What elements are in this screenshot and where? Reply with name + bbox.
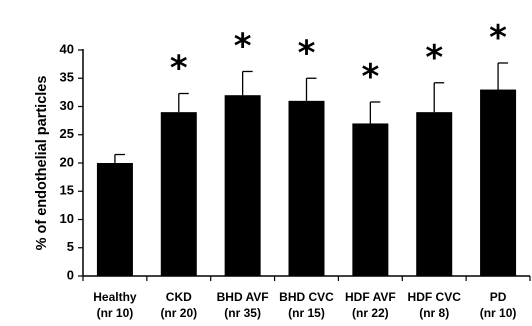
bar xyxy=(224,95,261,276)
significance-star: * xyxy=(425,38,443,78)
y-ticks: 0 5 10 15 20 25 30 35 40 xyxy=(60,41,83,282)
x-tick-label: (nr 15) xyxy=(288,306,325,320)
x-tick-label: HDF CVC xyxy=(408,290,462,304)
x-tick-label: (nr 20) xyxy=(160,306,197,320)
x-tick-label: Healthy xyxy=(93,290,137,304)
x-tick-label: (nr 10) xyxy=(480,306,517,320)
y-tick-label: 10 xyxy=(60,211,74,226)
x-tick-label: (nr 22) xyxy=(352,306,389,320)
x-tick-label: BHD CVC xyxy=(279,290,334,304)
error-bars xyxy=(114,62,509,163)
x-tick-label: HDF AVF xyxy=(345,290,396,304)
bar xyxy=(96,163,133,276)
x-tick-label: PD xyxy=(490,290,507,304)
x-tick-label: BHD AVF xyxy=(217,290,269,304)
y-tick-label: 40 xyxy=(60,41,74,56)
x-tick-label: (nr 10) xyxy=(97,306,134,320)
y-axis-label: % of endothelial particles xyxy=(34,76,50,251)
bar xyxy=(416,112,453,277)
y-tick-label: 5 xyxy=(67,239,74,254)
significance-star: * xyxy=(489,18,507,58)
x-tick-labels: Healthy (nr 10) CKD (nr 20) BHD AVF (nr 35) BH… xyxy=(93,290,516,320)
bar xyxy=(352,123,389,276)
y-tick-label: 30 xyxy=(60,98,74,113)
bar xyxy=(288,100,325,276)
x-tick-label: (nr 35) xyxy=(224,306,261,320)
y-tick-label: 15 xyxy=(60,183,74,198)
y-tick-label: 20 xyxy=(60,154,74,169)
bars xyxy=(96,89,517,277)
significance-star: * xyxy=(298,33,316,73)
significance-star: * xyxy=(170,49,188,89)
y-tick-label: 35 xyxy=(60,70,74,85)
x-tick-label: (nr 8) xyxy=(419,306,449,320)
bar xyxy=(480,89,517,276)
significance-star: * xyxy=(361,57,379,97)
bar xyxy=(160,112,197,277)
x-tick-label: CKD xyxy=(166,290,192,304)
y-tick-label: 25 xyxy=(60,126,74,141)
significance-markers: * * * * * * xyxy=(170,18,507,97)
significance-star: * xyxy=(234,26,252,66)
y-axis-label-group: % of endothelial particles xyxy=(34,76,50,251)
y-tick-label: 0 xyxy=(67,267,74,282)
